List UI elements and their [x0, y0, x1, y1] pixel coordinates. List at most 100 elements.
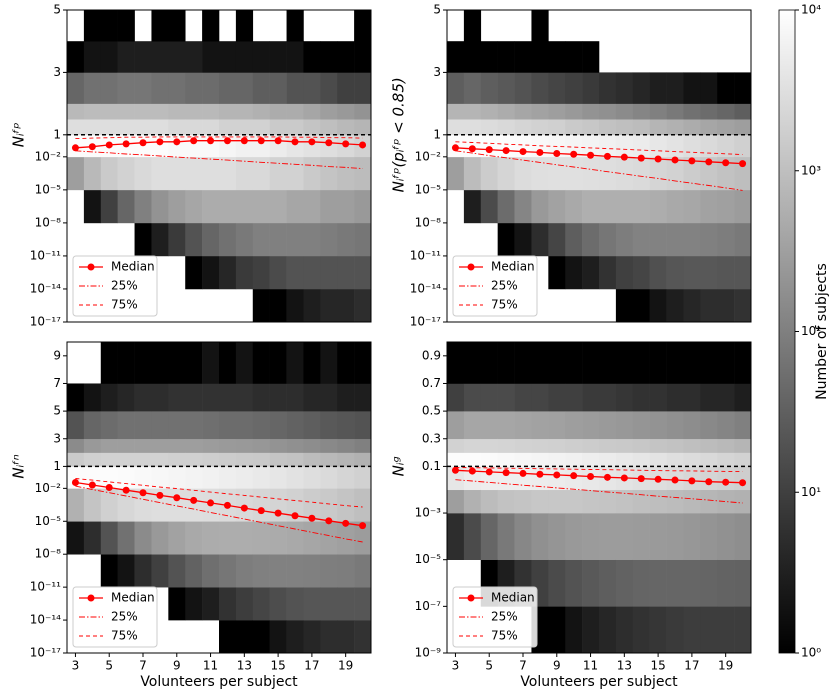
heatmap-cell [497, 156, 515, 191]
y-tick-label: 10⁻⁸ [415, 215, 442, 229]
heatmap-cell [100, 119, 118, 136]
heatmap-cell [185, 189, 203, 224]
heatmap-cell [582, 156, 600, 191]
median-point [223, 501, 231, 509]
heatmap-cell [683, 438, 701, 453]
heatmap-cell [700, 222, 718, 257]
y-axis-label: Nᵢᶠᵖ [10, 122, 28, 147]
heatmap-cell [565, 156, 583, 191]
heatmap-cell [185, 521, 203, 555]
heatmap-cell [219, 452, 237, 467]
heatmap-cell [683, 189, 701, 224]
y-tick-label: 10⁻¹¹ [30, 580, 61, 594]
heatmap-cell [320, 255, 338, 290]
heatmap-cell [252, 119, 270, 136]
heatmap-cell [202, 587, 220, 621]
heatmap-cell [632, 134, 650, 158]
heatmap-cell [286, 119, 304, 136]
median-point [257, 137, 265, 145]
heatmap-cell [269, 119, 287, 136]
heatmap-cell [717, 103, 735, 120]
x-axis-label: Volunteers per subject [520, 674, 678, 690]
y-tick-label: 10⁻¹⁴ [410, 281, 441, 295]
heatmap-cell [117, 156, 135, 191]
heatmap-cell [67, 156, 85, 191]
plot-frame [446, 9, 752, 323]
heatmap-cell [632, 452, 650, 467]
heatmap-cell [303, 222, 321, 257]
heatmap-cell [134, 103, 152, 120]
heatmap-cell [565, 452, 583, 467]
heatmap-cell [252, 438, 270, 453]
heatmap-cell [649, 255, 667, 290]
heatmap-cell [463, 383, 482, 412]
y-tick-label: 10⁻¹⁷ [30, 646, 61, 660]
heatmap-cell [666, 342, 684, 384]
heatmap-cell [303, 255, 321, 290]
y-tick-label: 10⁻¹¹ [30, 248, 61, 262]
heatmap-cell [717, 438, 735, 453]
heatmap-cell [463, 10, 482, 42]
heatmap-cell [168, 554, 186, 588]
heatmap-cell [83, 488, 102, 522]
heatmap-cell [235, 72, 254, 104]
heatmap-cell [683, 606, 701, 654]
heatmap-cell [666, 156, 684, 191]
legend-marker [467, 594, 475, 602]
heatmap-cell [615, 438, 634, 453]
heatmap-cell [632, 72, 650, 104]
heatmap-cell [582, 255, 600, 290]
median-point [536, 470, 544, 478]
heatmap-cell [117, 452, 135, 467]
heatmap-cell [185, 156, 203, 191]
heatmap-cell [269, 189, 287, 224]
heatmap-cell [615, 255, 634, 290]
heatmap-cell [100, 521, 118, 555]
heatmap-cell [683, 222, 701, 257]
heatmap-cell [565, 383, 583, 412]
heatmap-cell [269, 438, 287, 453]
y-tick-label: 10⁻⁷ [415, 599, 442, 613]
heatmap-cell [185, 587, 203, 621]
heatmap-cell [100, 466, 118, 489]
heatmap-cell [100, 342, 118, 384]
heatmap-cell [463, 452, 482, 467]
heatmap-cell [235, 411, 254, 440]
heatmap-cell [514, 41, 532, 73]
heatmap-cell [320, 411, 338, 440]
x-tick-label: 17 [304, 659, 319, 673]
x-tick-label: 5 [105, 659, 113, 673]
heatmap-cell [303, 587, 321, 621]
heatmap-cell [480, 342, 498, 384]
x-tick-label: 13 [237, 659, 252, 673]
heatmap-cell [700, 255, 718, 290]
series-line [75, 136, 363, 140]
heatmap-cell [219, 411, 237, 440]
series-line [455, 479, 743, 504]
heatmap-cell [202, 41, 220, 73]
heatmap-cell [303, 189, 321, 224]
legend-label: 75% [111, 629, 138, 643]
heatmap-cell [286, 222, 304, 257]
heatmap-cell [235, 189, 254, 224]
heatmap-cell [303, 41, 321, 73]
heatmap-cell [269, 288, 287, 323]
heatmap-cell [565, 489, 583, 514]
heatmap-cell [151, 452, 169, 467]
x-tick-label: 9 [553, 659, 561, 673]
heatmap-cell [202, 72, 220, 104]
heatmap-cell [117, 41, 135, 73]
heatmap-cell [548, 489, 566, 514]
heatmap-cell [337, 156, 355, 191]
heatmap-cell [666, 189, 684, 224]
median-point [190, 496, 198, 504]
heatmap-cell [599, 222, 617, 257]
heatmap-cell [354, 438, 372, 453]
heatmap-cell [320, 103, 338, 120]
heatmap-cell [463, 103, 482, 120]
heatmap-cell [303, 452, 321, 467]
heatmap-cell [185, 222, 203, 257]
heatmap-cell [666, 103, 684, 120]
heatmap-cell [480, 489, 498, 514]
